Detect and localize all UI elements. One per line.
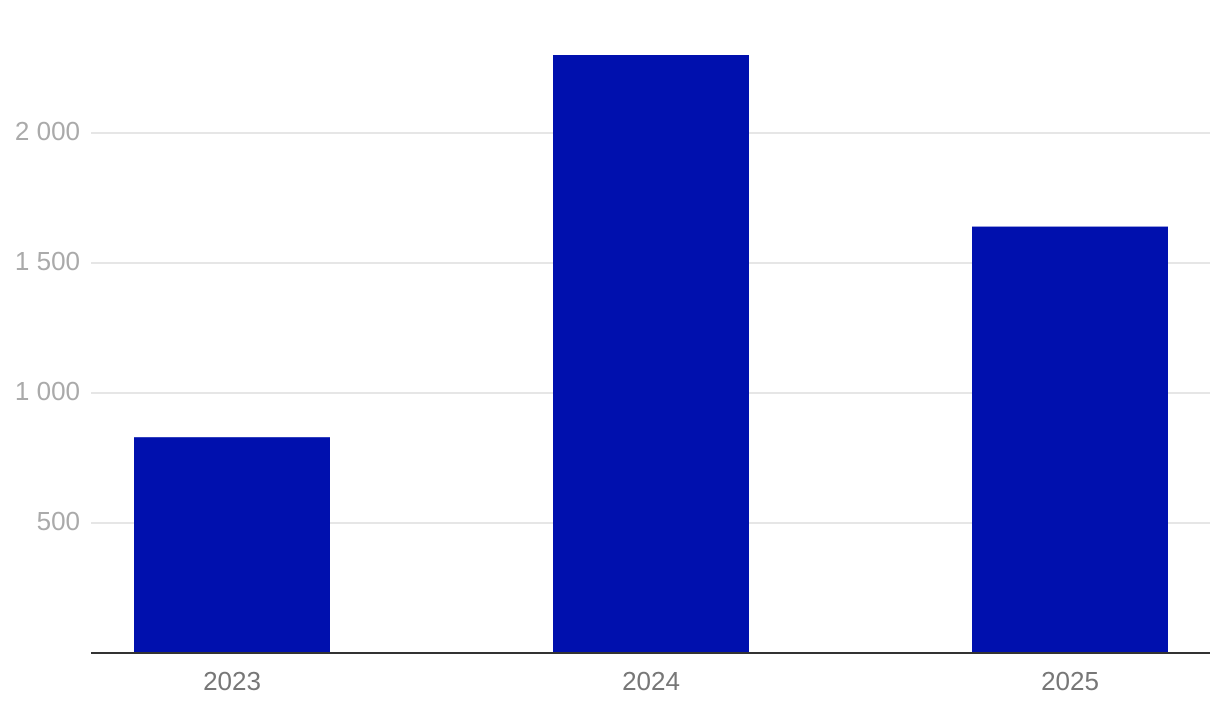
bar [134,437,330,653]
bar [553,55,749,653]
x-tick-label: 2023 [203,666,261,696]
bar [972,226,1168,653]
y-tick-label: 500 [37,506,80,536]
y-tick-label: 1 000 [15,376,80,406]
x-tick-label: 2025 [1041,666,1099,696]
x-tick-label: 2024 [622,666,680,696]
y-tick-label: 1 500 [15,246,80,276]
y-tick-label: 2 000 [15,116,80,146]
